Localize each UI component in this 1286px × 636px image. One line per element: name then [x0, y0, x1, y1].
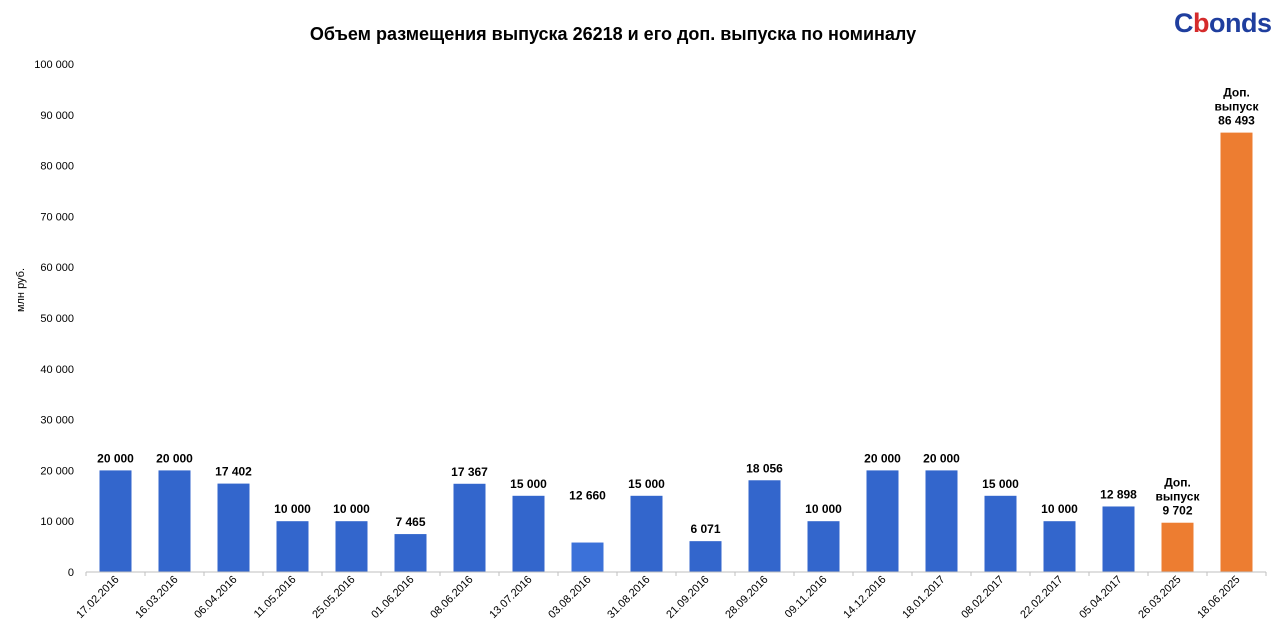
- logo-suffix: onds: [1209, 8, 1272, 38]
- data-label: 12 898: [1100, 487, 1137, 501]
- bar-17.02.2016: [99, 470, 132, 572]
- x-tick-label: 14.12.2016: [841, 574, 888, 621]
- bar-01.06.2016: [394, 534, 427, 572]
- x-tick-label: 28.09.2016: [723, 574, 770, 621]
- data-label: 17 402: [215, 465, 252, 479]
- x-tick-label: 25.05.2016: [310, 574, 357, 621]
- data-label: 15 000: [628, 477, 665, 491]
- data-label: 10 000: [1041, 502, 1078, 516]
- x-axis-ticks: 17.02.2016 16.03.2016 06.04.2016 11.05.2016…: [74, 572, 1267, 621]
- data-label: 15 000: [510, 477, 547, 491]
- x-tick-label: 03.08.2016: [546, 574, 593, 621]
- bar-labels: 20 000 20 000 17 402 10 000 10 000 7 465 17 36…: [97, 86, 1259, 537]
- bar-28.09.2016: [748, 480, 781, 572]
- x-tick-label: 22.02.2017: [1018, 574, 1065, 621]
- bars: [99, 132, 1253, 573]
- data-label: 18 056: [746, 461, 783, 475]
- y-tick-label: 50 000: [40, 313, 74, 325]
- data-label: 12 660: [569, 489, 606, 503]
- data-label: 20 000: [864, 451, 901, 465]
- data-label: 10 000: [274, 502, 311, 516]
- y-tick-label: 80 000: [40, 161, 74, 173]
- data-label: 15 000: [982, 477, 1019, 491]
- bar-14.12.2016: [866, 470, 899, 572]
- bar-25.05.2016: [335, 521, 368, 572]
- bar-13.07.2016: [512, 495, 545, 572]
- data-label: 20 000: [923, 451, 960, 465]
- x-tick-label: 08.02.2017: [959, 574, 1006, 621]
- bar-09.11.2016: [807, 521, 840, 572]
- x-tick-label: 06.04.2016: [192, 574, 239, 621]
- x-tick-label: 18.06.2025: [1195, 574, 1242, 621]
- x-tick-label: 31.08.2016: [605, 574, 652, 621]
- x-tick-label: 11.05.2016: [252, 574, 299, 621]
- y-tick-label: 0: [68, 567, 74, 579]
- x-tick-label: 01.06.2016: [369, 574, 416, 621]
- data-label: 20 000: [156, 451, 193, 465]
- bar-18.06.2025: [1220, 132, 1253, 573]
- data-label: выпуск: [1215, 100, 1260, 114]
- x-tick-label: 18.01.2017: [900, 574, 947, 621]
- bar-16.03.2016: [158, 470, 191, 572]
- cbonds-logo: Cbonds: [1174, 8, 1272, 39]
- x-tick-label: 09.11.2016: [783, 574, 830, 621]
- data-label: 10 000: [805, 502, 842, 516]
- bar-03.08.2016: [571, 542, 604, 572]
- y-tick-label: 30 000: [40, 415, 74, 427]
- x-tick-label: 08.06.2016: [428, 574, 475, 621]
- x-tick-label: 16.03.2016: [133, 574, 180, 621]
- bar-11.05.2016: [276, 521, 309, 572]
- bar-06.04.2016: [217, 483, 250, 572]
- y-tick-label: 10 000: [40, 516, 74, 528]
- bar-26.03.2025: [1161, 522, 1194, 572]
- x-tick-label: 13.07.2016: [487, 574, 534, 621]
- logo-mark: b: [1193, 8, 1210, 38]
- y-tick-label: 90 000: [40, 110, 74, 122]
- logo-prefix: C: [1174, 8, 1194, 38]
- data-label: 10 000: [333, 502, 370, 516]
- bar-08.06.2016: [453, 483, 486, 572]
- data-label: 86 493: [1218, 114, 1255, 128]
- bar-22.02.2017: [1043, 521, 1076, 572]
- y-tick-label: 40 000: [40, 364, 74, 376]
- x-tick-label: 26.03.2025: [1136, 574, 1183, 621]
- data-label: 7 465: [395, 515, 425, 529]
- data-label: Доп.: [1223, 86, 1250, 100]
- y-axis-ticks: 0 10 000 20 000 30 000 40 000 50 000 60 000 70 …: [34, 59, 74, 579]
- y-tick-label: 60 000: [40, 262, 74, 274]
- bar-05.04.2017: [1102, 506, 1135, 572]
- x-tick-label: 21.09.2016: [664, 574, 711, 621]
- chart-title: Объем размещения выпуска 26218 и его доп…: [309, 24, 917, 44]
- y-tick-label: 100 000: [34, 59, 74, 71]
- y-axis-label: млн руб.: [15, 268, 27, 312]
- y-tick-label: 70 000: [40, 211, 74, 223]
- data-label: 9 702: [1162, 504, 1192, 518]
- data-label: Доп.: [1164, 476, 1191, 490]
- bar-31.08.2016: [630, 495, 663, 572]
- x-tick-label: 17.02.2016: [74, 574, 121, 621]
- data-label: выпуск: [1156, 490, 1201, 504]
- bar-21.09.2016: [689, 541, 722, 572]
- y-tick-label: 20 000: [40, 465, 74, 477]
- data-label: 17 367: [451, 465, 488, 479]
- bar-08.02.2017: [984, 495, 1017, 572]
- bar-18.01.2017: [925, 470, 958, 572]
- data-label: 20 000: [97, 451, 134, 465]
- x-tick-label: 05.04.2017: [1077, 574, 1124, 621]
- data-label: 6 071: [690, 522, 720, 536]
